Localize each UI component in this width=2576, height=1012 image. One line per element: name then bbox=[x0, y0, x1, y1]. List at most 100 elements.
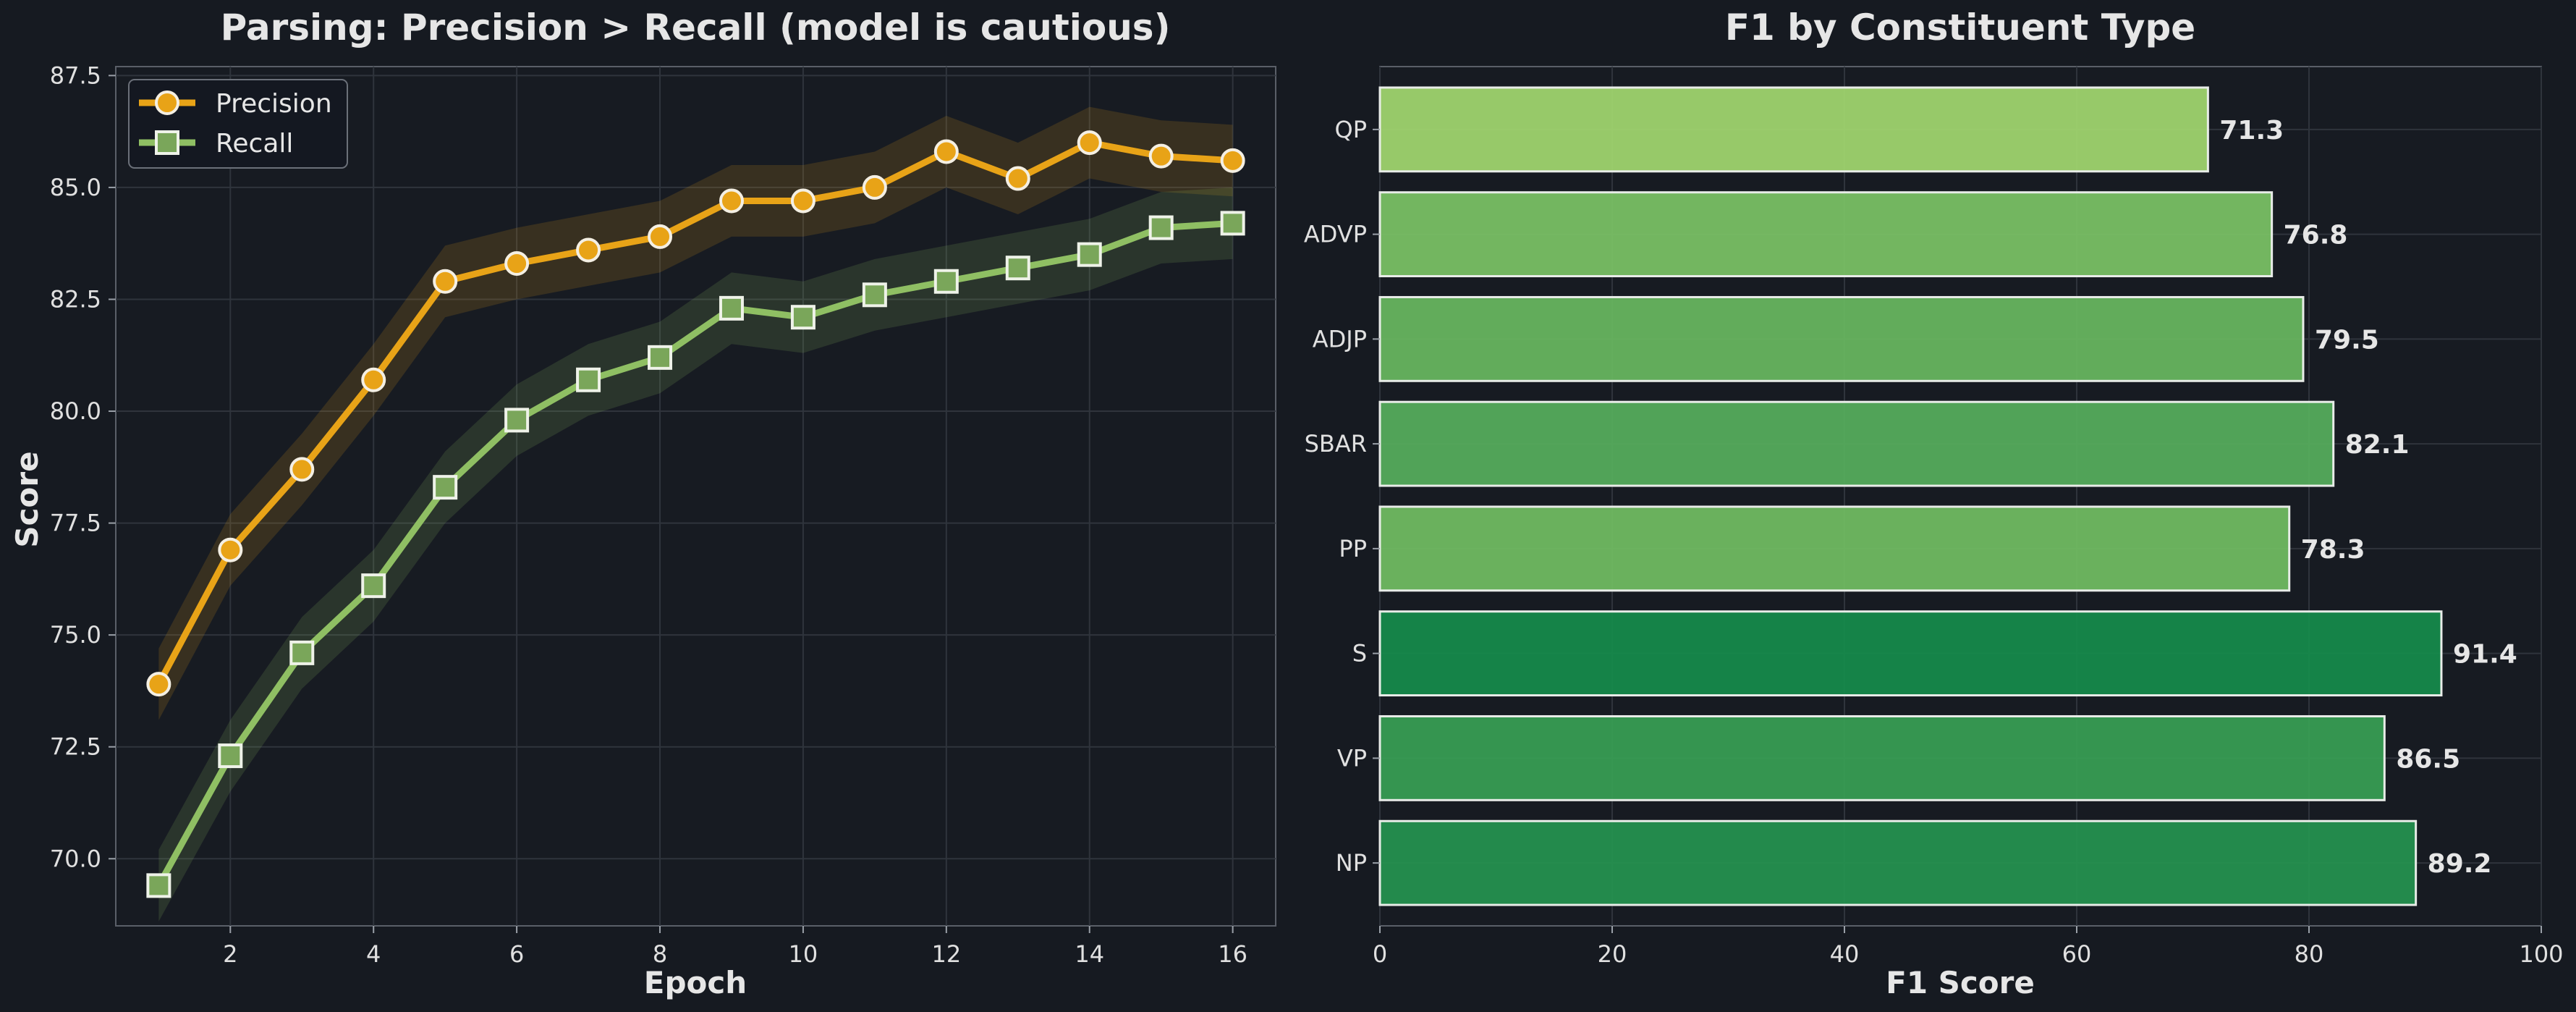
left-x-tick-label: 10 bbox=[789, 940, 818, 968]
series-markers bbox=[146, 130, 1245, 898]
f1-value-label: 76.8 bbox=[2284, 221, 2348, 250]
recall-point bbox=[218, 743, 243, 769]
left-x-tick-label: 12 bbox=[931, 940, 961, 968]
left-x-tick-label: 2 bbox=[223, 940, 237, 968]
precision-point bbox=[1148, 143, 1174, 169]
right-chart-title: F1 by Constituent Type bbox=[1725, 7, 2195, 49]
right-x-tick-label: 40 bbox=[1830, 940, 1860, 968]
left-x-axis-label: Epoch bbox=[644, 965, 747, 1000]
precision-confidence-band bbox=[158, 106, 1233, 720]
right-x-tick-label: 80 bbox=[2295, 940, 2324, 968]
precision-point bbox=[862, 174, 887, 200]
f1-value-label: 89.2 bbox=[2428, 849, 2492, 879]
category-label: ADVP bbox=[1304, 221, 1367, 248]
precision-point bbox=[790, 188, 815, 214]
precision-point bbox=[719, 188, 744, 214]
precision-line bbox=[156, 139, 1233, 686]
recall-point bbox=[1005, 256, 1030, 281]
legend-precision-marker-icon bbox=[155, 90, 179, 115]
left-y-tick-label: 77.5 bbox=[50, 510, 101, 537]
right-x-tick-label: 20 bbox=[1598, 940, 1627, 968]
precision-point bbox=[361, 367, 386, 392]
right-x-tick-label: 60 bbox=[2062, 940, 2092, 968]
precision-point bbox=[433, 269, 458, 294]
precision-point bbox=[289, 457, 315, 482]
left-y-axis-label: Score bbox=[9, 451, 45, 547]
category-label: ADJP bbox=[1313, 325, 1367, 353]
f1-bar-sbar bbox=[1378, 400, 2335, 487]
category-label: S bbox=[1352, 640, 1367, 667]
recall-point bbox=[933, 269, 959, 294]
recall-point bbox=[146, 873, 171, 898]
f1-value-label: 82.1 bbox=[2345, 430, 2410, 460]
right-category-labels: NP VP S PP SBAR ADJP ADVP QP bbox=[1304, 116, 1380, 877]
precision-point bbox=[1005, 166, 1030, 191]
f1-bar-vp bbox=[1378, 714, 2386, 801]
legend-recall-label: Recall bbox=[216, 129, 293, 159]
precision-point bbox=[933, 139, 959, 164]
recall-point bbox=[648, 345, 673, 370]
f1-bar-s bbox=[1378, 610, 2443, 697]
left-x-tick-label: 16 bbox=[1218, 940, 1247, 968]
recall-point bbox=[862, 282, 887, 308]
left-y-tick-label: 75.0 bbox=[50, 621, 101, 649]
series-lines bbox=[156, 139, 1233, 887]
f1-value-label: 86.5 bbox=[2396, 744, 2460, 774]
recall-point bbox=[1077, 242, 1102, 267]
left-x-tick-label: 4 bbox=[366, 940, 381, 968]
f1-bar-pp bbox=[1378, 505, 2291, 592]
f1-value-label: 78.3 bbox=[2301, 535, 2365, 565]
left-x-tick-label: 14 bbox=[1075, 940, 1104, 968]
legend-precision-label: Precision bbox=[216, 89, 332, 119]
legend: Precision Recall bbox=[128, 79, 348, 169]
precision-point bbox=[1077, 130, 1102, 156]
recall-point bbox=[576, 367, 601, 392]
recall-point bbox=[790, 305, 815, 330]
f1-value-label: 71.3 bbox=[2219, 116, 2284, 146]
precision-point bbox=[576, 237, 601, 263]
left-y-tick-label: 85.0 bbox=[50, 174, 101, 201]
f1-bars: 89.2 86.5 91.4 78.3 82.1 79.5 76.8 71.3 bbox=[1378, 86, 2517, 906]
precision-point bbox=[648, 224, 673, 249]
f1-bar-np bbox=[1378, 819, 2418, 906]
f1-value-label: 79.5 bbox=[2315, 325, 2379, 355]
left-y-tick-label: 72.5 bbox=[50, 733, 101, 761]
left-x-tick-label: 8 bbox=[653, 940, 667, 968]
left-y-tick-label: 80.0 bbox=[50, 397, 101, 425]
right-x-tick-label: 100 bbox=[2519, 940, 2563, 968]
category-label: QP bbox=[1335, 116, 1367, 143]
recall-point bbox=[1220, 211, 1245, 236]
f1-value-label: 91.4 bbox=[2453, 640, 2517, 670]
precision-recall-panel: 2 4 6 8 10 12 14 16 70.0 72.5 75.0 77.5 80.0 82.5 85.… bbox=[9, 7, 1276, 1000]
recall-point bbox=[289, 640, 315, 665]
left-y-ticks: 70.0 72.5 75.0 77.5 80.0 82.5 85.0 87.5 bbox=[50, 62, 116, 872]
f1-by-constituent-panel: 89.2 86.5 91.4 78.3 82.1 79.5 76.8 71.3 0 20 40 60… bbox=[1304, 7, 2564, 1000]
legend-recall-marker-icon bbox=[155, 130, 179, 155]
left-grid bbox=[116, 67, 1276, 926]
recall-point bbox=[719, 295, 744, 321]
recall-point bbox=[1148, 215, 1174, 240]
f1-bar-qp bbox=[1378, 86, 2209, 173]
recall-point bbox=[361, 573, 386, 599]
recall-point bbox=[433, 475, 458, 500]
left-x-ticks: 2 4 6 8 10 12 14 16 bbox=[223, 926, 1247, 968]
left-y-tick-label: 82.5 bbox=[50, 285, 101, 313]
f1-bar-adjp bbox=[1378, 295, 2305, 382]
right-x-ticks: 0 20 40 60 80 100 bbox=[1373, 926, 2564, 968]
precision-point bbox=[1220, 148, 1245, 173]
left-x-tick-label: 6 bbox=[509, 940, 524, 968]
left-y-tick-label: 87.5 bbox=[50, 62, 101, 89]
right-x-axis-label: F1 Score bbox=[1886, 965, 2035, 1000]
recall-line bbox=[156, 219, 1233, 887]
f1-bar-advp bbox=[1378, 191, 2274, 278]
left-plot-area bbox=[115, 66, 1276, 927]
category-label: SBAR bbox=[1305, 430, 1367, 457]
precision-point bbox=[218, 537, 243, 562]
recall-point bbox=[504, 408, 530, 433]
category-label: NP bbox=[1336, 849, 1367, 877]
left-chart-title: Parsing: Precision > Recall (model is ca… bbox=[221, 7, 1171, 49]
right-x-tick-label: 0 bbox=[1373, 940, 1387, 968]
left-y-tick-label: 70.0 bbox=[50, 845, 101, 872]
precision-point bbox=[146, 672, 171, 697]
